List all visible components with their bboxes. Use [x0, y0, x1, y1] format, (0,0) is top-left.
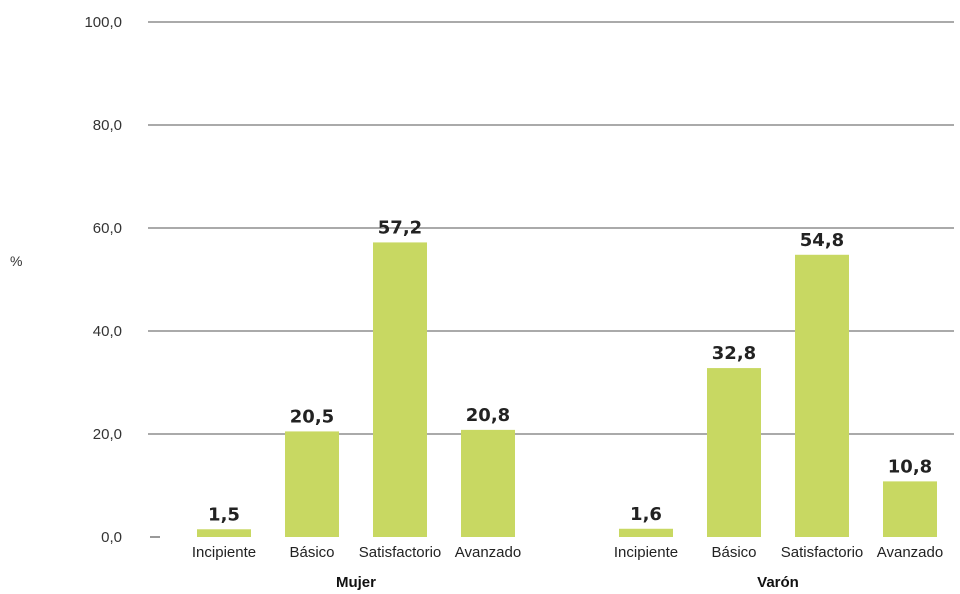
category-label: Satisfactorio: [781, 544, 864, 561]
group-label: Mujer: [336, 574, 376, 591]
data-label: 1,5: [208, 504, 240, 525]
bar: [795, 254, 849, 537]
data-label: 10,8: [888, 456, 932, 477]
bar: [197, 529, 251, 537]
data-label: 57,2: [378, 217, 422, 238]
category-label: Incipiente: [192, 544, 256, 561]
y-tick-labels: 0,0 20,0 40,0 60,0 80,0 100,0: [84, 14, 122, 546]
gridlines: [148, 21, 954, 538]
y-tick-label: 20,0: [93, 426, 122, 443]
data-label: 20,8: [466, 405, 510, 426]
bar: [883, 481, 937, 537]
data-label: 54,8: [800, 230, 844, 251]
category-label: Avanzado: [455, 544, 521, 561]
data-label: 1,6: [630, 504, 662, 525]
bar: [619, 528, 673, 537]
bar: [707, 368, 761, 537]
bar: [461, 429, 515, 537]
bar: [373, 242, 427, 538]
category-label: Básico: [289, 544, 334, 561]
group-label: Varón: [757, 574, 799, 591]
y-tick-label: 80,0: [93, 117, 122, 134]
data-labels: 1,5 20,5 57,2 20,8 1,6 32,8 54,8 10,8: [208, 217, 932, 525]
bars: [197, 242, 937, 538]
bar: [285, 431, 339, 537]
group-labels: Mujer Varón: [336, 574, 799, 591]
data-label: 20,5: [290, 406, 334, 427]
y-tick-label: 40,0: [93, 323, 122, 340]
data-label: 32,8: [712, 343, 756, 364]
y-tick-label: 60,0: [93, 220, 122, 237]
y-axis-label: %: [10, 253, 22, 269]
y-tick-label: 0,0: [101, 529, 122, 546]
category-labels: Incipiente Básico Satisfactorio Avanzado Inc…: [192, 544, 943, 561]
category-label: Básico: [711, 544, 756, 561]
category-label: Avanzado: [877, 544, 943, 561]
y-tick-label: 100,0: [84, 14, 122, 31]
category-label: Satisfactorio: [359, 544, 442, 561]
category-label: Incipiente: [614, 544, 678, 561]
